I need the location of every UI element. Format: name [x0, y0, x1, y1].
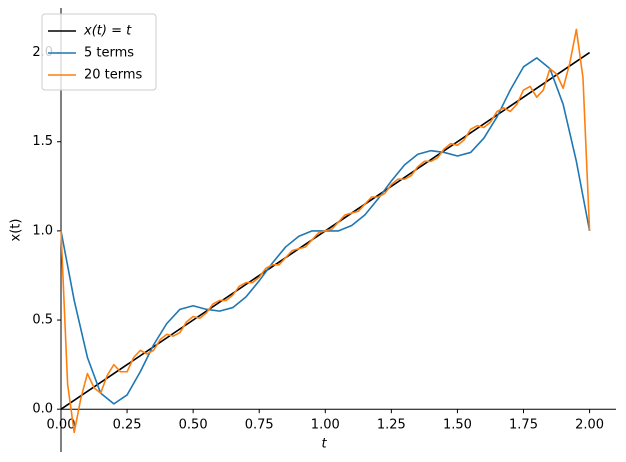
x-tick-label: 2.00: [575, 418, 604, 433]
legend-label: 5 terms: [84, 46, 134, 61]
x-tick-label: 1.00: [311, 418, 340, 433]
x-tick-label: 1.25: [377, 418, 406, 433]
legend-label: 20 terms: [84, 68, 143, 83]
y-tick-label: 1.5: [32, 134, 53, 149]
legend-box: [41, 13, 157, 91]
x-tick-label: 0.00: [47, 418, 76, 433]
legend-label: x(t) = t: [83, 24, 132, 39]
x-tick-label: 0.75: [245, 418, 274, 433]
x-tick-label: 1.50: [443, 418, 472, 433]
x-tick-label: 0.25: [113, 418, 142, 433]
y-tick-label: 0.5: [32, 313, 53, 328]
x-axis-label: t: [321, 437, 327, 452]
x-tick-label: 1.75: [509, 418, 538, 433]
x-tick-label: 0.50: [179, 418, 208, 433]
y-tick-label: 0.0: [32, 402, 53, 417]
legend: x(t) = t 5 terms 20 terms: [41, 13, 157, 91]
y-tick-label: 1.0: [32, 223, 53, 238]
y-axis-label: x(t): [9, 219, 24, 242]
series-line: [60, 28, 591, 434]
